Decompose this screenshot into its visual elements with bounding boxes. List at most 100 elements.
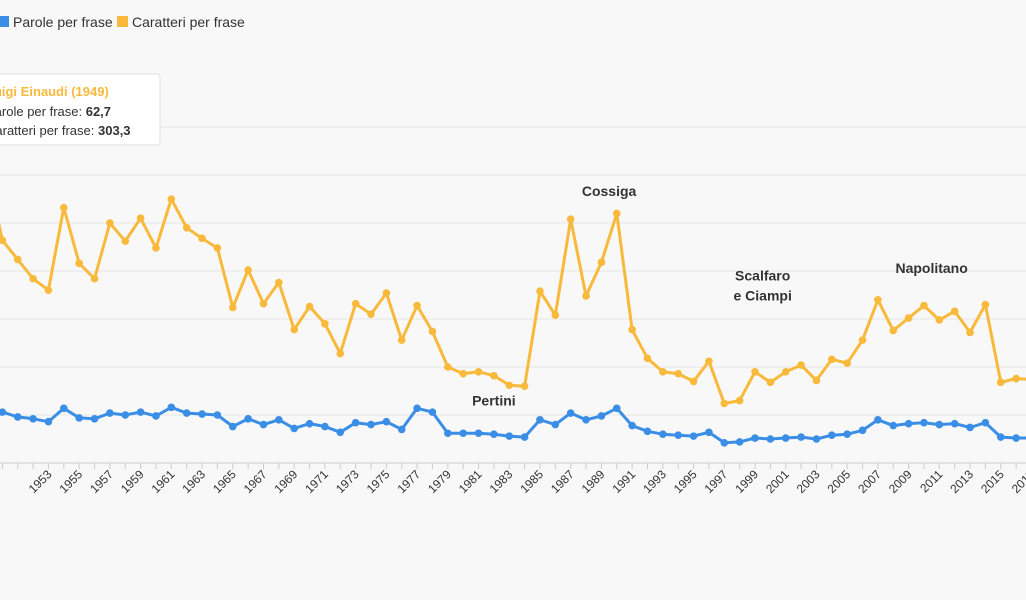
data-point[interactable] [950,419,959,428]
data-point[interactable] [889,326,898,335]
data-point[interactable] [136,214,145,222]
data-point[interactable] [551,311,560,319]
data-point[interactable] [505,381,514,390]
data-point[interactable] [382,417,391,426]
data-point[interactable] [167,195,176,203]
data-point[interactable] [259,299,268,308]
data-point[interactable] [413,301,421,310]
data-point[interactable] [413,404,421,413]
data-point[interactable] [689,377,698,386]
data-point[interactable] [505,432,514,440]
data-point[interactable] [152,412,160,420]
data-point[interactable] [351,418,360,427]
data-point[interactable] [536,416,544,424]
data-point[interactable] [244,415,252,423]
data-point[interactable] [382,289,391,297]
data-point[interactable] [705,357,713,366]
data-point[interactable] [720,399,729,408]
data-point[interactable] [628,325,636,334]
data-point[interactable] [0,408,7,416]
data-point[interactable] [858,336,867,344]
data-point[interactable] [812,435,821,443]
data-point[interactable] [259,420,268,429]
data-point[interactable] [136,408,145,416]
data-point[interactable] [828,355,836,364]
data-point[interactable] [659,368,667,376]
data-point[interactable] [228,303,237,312]
data-point[interactable] [75,414,83,422]
data-point[interactable] [920,418,928,427]
data-point[interactable] [582,292,590,300]
data-point[interactable] [444,429,452,438]
data-point[interactable] [828,431,836,439]
data-point[interactable] [367,420,375,429]
data-point[interactable] [182,224,191,232]
data-point[interactable] [674,431,682,439]
data-point[interactable] [336,349,345,358]
data-point[interactable] [1012,374,1020,383]
data-point[interactable] [106,409,114,417]
data-point[interactable] [490,430,498,439]
data-point[interactable] [597,412,606,420]
data-point[interactable] [321,320,329,328]
data-point[interactable] [228,422,237,431]
data-point[interactable] [612,404,621,413]
data-point[interactable] [444,363,452,371]
data-point[interactable] [781,434,790,442]
data-point[interactable] [689,432,698,440]
data-point[interactable] [996,378,1005,387]
data-point[interactable] [121,411,130,419]
data-point[interactable] [981,418,990,427]
data-point[interactable] [735,438,744,446]
data-point[interactable] [275,278,283,287]
data-point[interactable] [90,274,99,283]
data-point[interactable] [628,421,636,430]
data-point[interactable] [198,410,206,418]
data-point[interactable] [397,425,406,434]
data-point[interactable] [920,301,928,310]
data-point[interactable] [321,422,329,431]
data-point[interactable] [459,369,467,378]
data-point[interactable] [474,429,483,438]
data-point[interactable] [536,287,544,295]
data-point[interactable] [213,244,222,252]
data-point[interactable] [751,368,759,376]
data-point[interactable] [60,404,68,413]
data-point[interactable] [275,416,283,424]
data-point[interactable] [996,433,1005,441]
data-point[interactable] [305,302,314,311]
data-point[interactable] [75,259,83,268]
data-point[interactable] [874,296,882,304]
data-point[interactable] [766,378,775,387]
data-point[interactable] [152,244,160,252]
data-point[interactable] [520,433,529,441]
data-point[interactable] [674,369,682,378]
data-point[interactable] [659,430,667,439]
data-point[interactable] [582,416,590,424]
data-point[interactable] [397,336,406,344]
data-point[interactable] [904,419,913,428]
data-point[interactable] [797,361,805,369]
data-point[interactable] [766,435,775,443]
data-point[interactable] [612,209,621,218]
data-point[interactable] [290,424,299,433]
data-point[interactable] [13,413,22,421]
data-point[interactable] [244,266,252,274]
data-point[interactable] [0,236,7,245]
data-point[interactable] [290,325,299,334]
data-point[interactable] [13,255,22,264]
data-point[interactable] [735,396,744,405]
data-point[interactable] [843,430,851,439]
data-point[interactable] [904,314,913,322]
data-point[interactable] [428,408,437,416]
data-point[interactable] [966,423,974,432]
data-point[interactable] [843,359,851,367]
data-point[interactable] [44,417,53,426]
data-point[interactable] [490,371,498,380]
data-point[interactable] [935,420,944,429]
data-point[interactable] [520,382,529,391]
data-point[interactable] [812,376,821,385]
data-point[interactable] [858,426,867,435]
data-point[interactable] [428,327,437,336]
data-point[interactable] [950,307,959,316]
